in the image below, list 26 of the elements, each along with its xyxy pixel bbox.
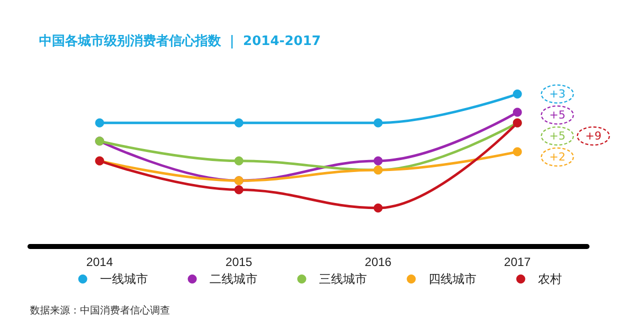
point bbox=[374, 156, 383, 166]
x-tick-label: 2017 bbox=[504, 255, 532, 269]
point bbox=[234, 156, 244, 166]
point bbox=[374, 204, 383, 212]
legend-label: 四线城市 bbox=[428, 272, 476, 286]
x-tick-label: 2014 bbox=[86, 255, 114, 269]
annotation: +9 bbox=[585, 130, 602, 142]
point bbox=[234, 118, 244, 128]
legend-label: 三线城市 bbox=[318, 272, 367, 286]
legend-label: 农村 bbox=[538, 272, 562, 286]
chart-title: 中国各城市级别消费者信心指数 ｜ 2014-2017 bbox=[39, 33, 321, 49]
legend-label: 二线城市 bbox=[209, 272, 258, 286]
point bbox=[95, 118, 104, 128]
annotation: +5 bbox=[549, 108, 566, 122]
point bbox=[374, 118, 383, 128]
x-tick-label: 2016 bbox=[364, 255, 392, 269]
annotation: +3 bbox=[549, 88, 566, 100]
point bbox=[512, 147, 522, 156]
point bbox=[234, 185, 244, 194]
annotation: +5 bbox=[549, 130, 566, 142]
annotation: +2 bbox=[549, 150, 566, 164]
point bbox=[512, 108, 522, 117]
x-tick-label: 2015 bbox=[226, 255, 253, 269]
source-note: 数据来源：中国消费者信心调查 bbox=[30, 304, 170, 316]
legend-label: 一线城市 bbox=[100, 272, 148, 286]
point bbox=[512, 90, 522, 98]
